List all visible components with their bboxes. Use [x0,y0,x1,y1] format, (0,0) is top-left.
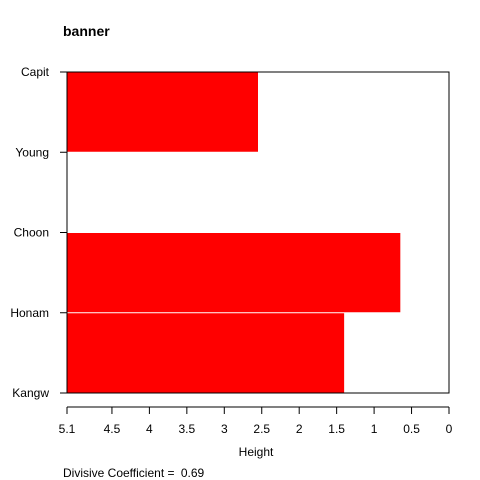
y-tick-label: Capit [21,65,50,79]
x-axis: 5.1 4.5 4 3.5 3 2.5 2 1.5 1 0.5 0 [59,406,453,436]
x-axis-label: Height [239,445,274,459]
chart-title: banner [63,23,110,39]
divisive-coefficient-label: Divisive Coefficient = [63,466,178,480]
divisive-coefficient-value: 0.69 [181,466,205,480]
x-tick-label: 2 [296,422,303,436]
x-tick-label: 0 [446,422,453,436]
x-tick-label: 4 [146,422,153,436]
x-tick-label: 3.5 [178,422,195,436]
bar [67,233,401,313]
bar [67,313,345,393]
x-tick-label: 3 [221,422,228,436]
divisive-coefficient-text: Divisive Coefficient = 0.69 [63,466,205,480]
x-tick-label: 1 [371,422,378,436]
y-axis: Capit Young Choon Honam Kangw [10,65,67,400]
y-tick-label: Kangw [12,386,49,400]
y-tick-label: Honam [10,306,49,320]
bar [67,72,258,152]
x-tick-label: 4.5 [104,422,121,436]
bars-group [67,72,401,393]
y-tick-label: Young [15,145,49,159]
y-tick-label: Choon [14,226,49,240]
x-tick-label: 5.1 [59,422,76,436]
x-tick-label: 2.5 [253,422,270,436]
x-tick-label: 0.5 [403,422,420,436]
x-tick-label: 1.5 [328,422,345,436]
